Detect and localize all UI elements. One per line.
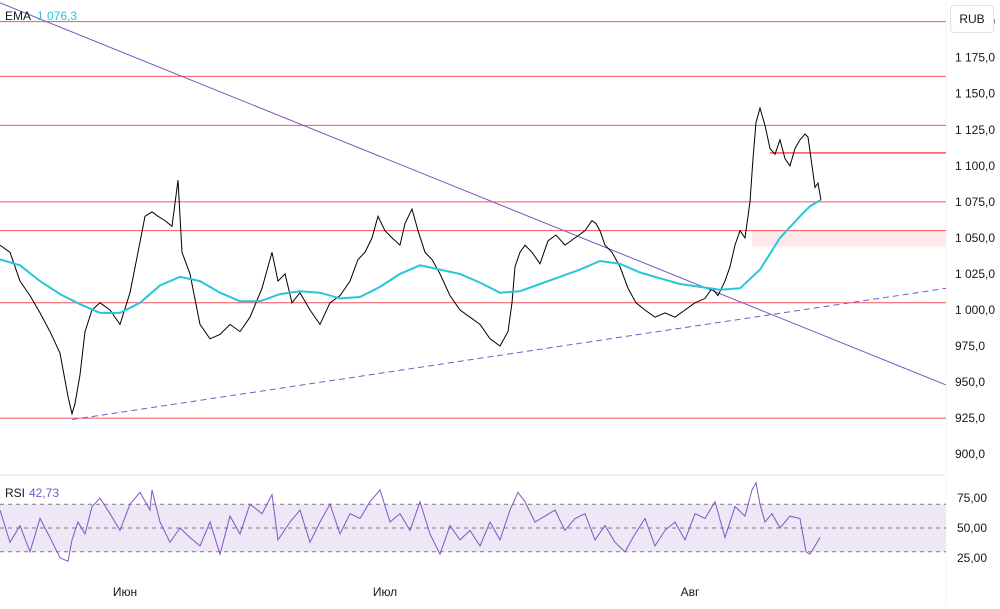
time-axis[interactable]: Июн Июл Авг bbox=[113, 585, 700, 599]
rsi-pane[interactable]: 75,00 50,00 25,00 bbox=[0, 481, 987, 565]
rsi-series-line bbox=[0, 481, 821, 563]
rsi-legend[interactable]: RSI 42,73 bbox=[5, 486, 59, 500]
price-tick-label: 1 050,0 bbox=[955, 231, 995, 245]
rsi-legend-name: RSI bbox=[5, 486, 25, 500]
rsi-axis[interactable]: 75,00 50,00 25,00 bbox=[957, 491, 987, 565]
price-tick-label: 900,0 bbox=[955, 447, 985, 461]
price-axis[interactable]: 1 200,01 175,01 150,01 125,01 100,01 075… bbox=[955, 15, 995, 462]
price-tick-label: 1 125,0 bbox=[955, 123, 995, 137]
price-pane[interactable]: 1 200,01 175,01 150,01 125,01 100,01 075… bbox=[0, 2, 995, 462]
price-tick-label: 975,0 bbox=[955, 339, 985, 353]
rsi-tick-label: 50,00 bbox=[957, 521, 987, 535]
currency-button[interactable]: RUB bbox=[950, 5, 994, 33]
price-tick-label: 925,0 bbox=[955, 411, 985, 425]
rsi-legend-value: 42,73 bbox=[29, 486, 59, 500]
horizontal-levels bbox=[0, 21, 946, 419]
price-series-line bbox=[0, 106, 822, 416]
ema-legend-name: EMA bbox=[5, 9, 31, 23]
support-zone bbox=[752, 230, 946, 247]
ema-legend[interactable]: EMA 1 076,3 bbox=[5, 9, 77, 23]
price-tick-label: 1 175,0 bbox=[955, 51, 995, 65]
ema-series-line bbox=[0, 199, 821, 314]
rsi-tick-label: 75,00 bbox=[957, 491, 987, 505]
rsi-band-lines bbox=[0, 503, 946, 553]
ema-legend-value: 1 076,3 bbox=[37, 9, 77, 23]
price-tick-label: 1 150,0 bbox=[955, 87, 995, 101]
price-tick-label: 1 075,0 bbox=[955, 195, 995, 209]
price-tick-label: 1 025,0 bbox=[955, 267, 995, 281]
descending-trendline[interactable] bbox=[0, 2, 947, 386]
time-tick-label: Авг bbox=[681, 585, 700, 599]
time-tick-label: Июн bbox=[113, 585, 137, 599]
rsi-tick-label: 25,00 bbox=[957, 551, 987, 565]
time-tick-label: Июл bbox=[373, 585, 397, 599]
ascending-trendline[interactable] bbox=[71, 287, 947, 421]
price-tick-label: 1 000,0 bbox=[955, 303, 995, 317]
price-tick-label: 950,0 bbox=[955, 375, 985, 389]
price-tick-label: 1 100,0 bbox=[955, 159, 995, 173]
